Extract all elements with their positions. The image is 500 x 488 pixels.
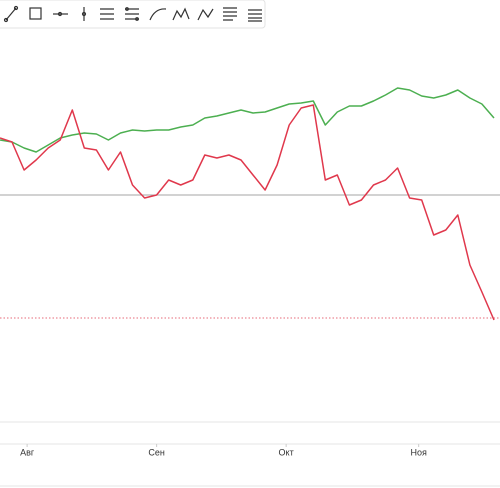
x-tick-label: Авг — [20, 447, 35, 457]
tool-elliott[interactable] — [172, 7, 190, 21]
tool-more[interactable] — [248, 9, 262, 22]
toolbar — [0, 0, 266, 29]
x-tick-label: Сен — [148, 447, 165, 457]
tool-vertical-line[interactable] — [81, 7, 87, 21]
tool-brush[interactable] — [149, 8, 167, 21]
tool-channel[interactable] — [100, 8, 114, 20]
tool-trend-line[interactable] — [3, 5, 19, 23]
x-tick-label: Ноя — [410, 447, 427, 457]
tool-fib[interactable] — [125, 7, 139, 21]
tool-text[interactable] — [223, 7, 237, 21]
tool-abc[interactable] — [197, 8, 214, 21]
series-line — [0, 87, 495, 153]
tool-horizontal-line[interactable] — [53, 11, 68, 17]
series-line — [0, 104, 495, 321]
x-tick-label: Окт — [279, 447, 294, 457]
tool-rectangle[interactable] — [29, 7, 42, 20]
